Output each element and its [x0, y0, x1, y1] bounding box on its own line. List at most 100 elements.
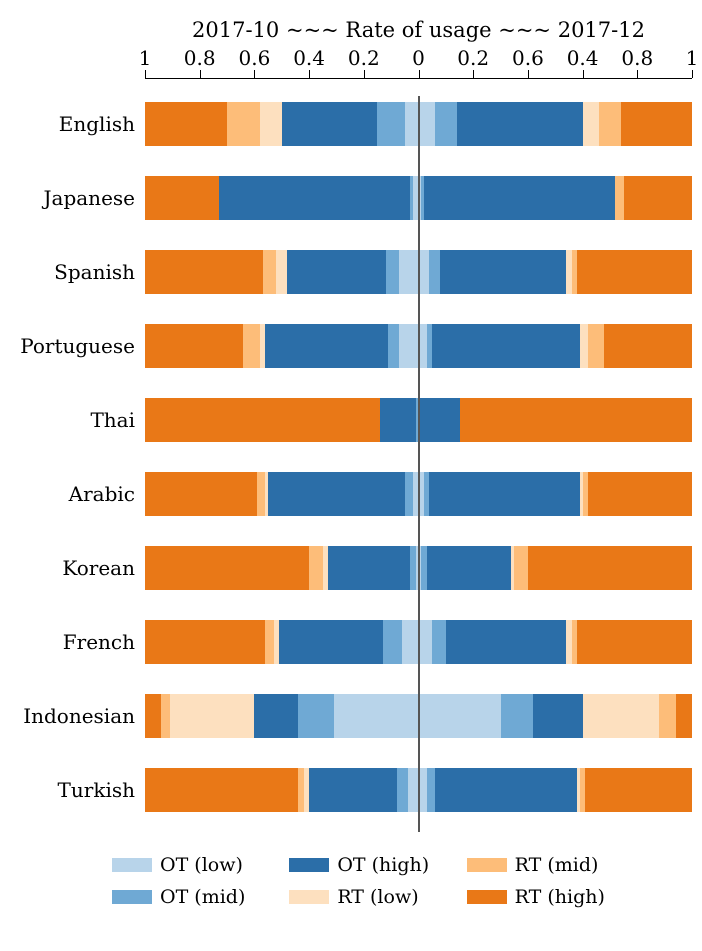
bar-segment	[427, 546, 512, 590]
category-label: Arabic	[69, 482, 135, 506]
bar-segment	[419, 398, 460, 442]
category-label: Thai	[90, 408, 135, 432]
bar-segment	[145, 324, 243, 368]
bar-segment	[588, 472, 692, 516]
bar-segment	[615, 176, 623, 220]
bar-segment	[419, 620, 433, 664]
x-axis-tick	[528, 70, 529, 78]
legend-label: OT (low)	[160, 854, 243, 876]
zero-line	[418, 96, 420, 832]
x-axis-tick	[145, 70, 146, 78]
bar-segment	[145, 620, 265, 664]
bar-segment	[257, 472, 265, 516]
bar-segment	[219, 176, 410, 220]
bar-segment	[323, 546, 328, 590]
x-axis-tick-label: 0.8	[184, 46, 216, 70]
bar-segment	[419, 768, 427, 812]
bar-segment	[624, 176, 692, 220]
bar-segment	[243, 324, 259, 368]
bar-segment	[309, 768, 397, 812]
bar-segment	[276, 250, 287, 294]
bar-segment	[265, 324, 388, 368]
bar-segment	[328, 546, 410, 590]
bar-segment	[429, 250, 440, 294]
bar-segment	[533, 694, 582, 738]
bar-segment	[583, 694, 660, 738]
bar-segment	[383, 620, 402, 664]
x-axis-tick	[473, 70, 474, 78]
bar-segment	[298, 768, 303, 812]
category-label: Korean	[62, 556, 135, 580]
bar-segment	[265, 620, 273, 664]
x-axis-tick	[364, 70, 365, 78]
usage-rate-chart: 2017-10 ~~~ Rate of usage ~~~ 2017-12 10…	[0, 0, 702, 951]
x-axis-tick-label: 1	[686, 46, 699, 70]
legend-label: OT (high)	[337, 854, 429, 876]
bar-segment	[457, 102, 583, 146]
bar-segment	[274, 620, 279, 664]
bar-segment	[419, 324, 427, 368]
bar-segment	[435, 768, 577, 812]
bar-segment	[432, 620, 446, 664]
bar-segment	[588, 324, 604, 368]
x-axis-tick	[200, 70, 201, 78]
x-axis-tick	[692, 70, 693, 78]
legend-item: RT (low)	[289, 886, 444, 908]
x-axis-line	[145, 78, 692, 79]
bar-segment	[577, 620, 692, 664]
category-label: Portuguese	[20, 334, 135, 358]
legend-swatch	[467, 890, 507, 904]
legend-item: RT (mid)	[467, 854, 622, 876]
bar-segment	[399, 324, 418, 368]
bar-segment	[304, 768, 309, 812]
legend-swatch	[289, 890, 329, 904]
x-axis-tick-label: 0.4	[567, 46, 599, 70]
bar-segment	[501, 694, 534, 738]
bar-segment	[263, 250, 277, 294]
legend-label: RT (high)	[515, 886, 605, 908]
bar-segment	[145, 768, 298, 812]
bar-segment	[583, 102, 599, 146]
bar-segment	[161, 694, 169, 738]
bar-segment	[265, 472, 268, 516]
bar-segment	[405, 102, 419, 146]
bar-segment	[145, 694, 161, 738]
x-axis-tick-label: 0.4	[293, 46, 325, 70]
bar-segment	[260, 102, 282, 146]
x-axis-tick-label: 0.6	[512, 46, 544, 70]
bar-segment	[260, 324, 265, 368]
bar-segment	[405, 472, 413, 516]
legend-swatch	[112, 890, 152, 904]
bar-segment	[386, 250, 400, 294]
bar-segment	[424, 176, 615, 220]
bar-segment	[659, 694, 675, 738]
bar-segment	[170, 694, 255, 738]
bar-segment	[676, 694, 692, 738]
x-axis-tick-label: 0.2	[348, 46, 380, 70]
x-axis-tick	[419, 70, 420, 78]
x-axis-tick	[583, 70, 584, 78]
bar-segment	[145, 250, 263, 294]
legend-item: OT (high)	[289, 854, 444, 876]
bar-segment	[309, 546, 323, 590]
category-label: French	[63, 630, 135, 654]
bar-segment	[599, 102, 621, 146]
bar-segment	[604, 324, 692, 368]
bar-segment	[377, 102, 404, 146]
bar-segment	[580, 324, 588, 368]
bar-segment	[432, 324, 580, 368]
category-label: Indonesian	[23, 704, 135, 728]
x-axis-tick-label: 0.6	[238, 46, 270, 70]
bar-segment	[227, 102, 260, 146]
bar-segment	[419, 250, 430, 294]
bar-segment	[446, 620, 566, 664]
bar-segment	[298, 694, 334, 738]
legend-swatch	[112, 858, 152, 872]
legend-swatch	[467, 858, 507, 872]
bar-segment	[397, 768, 408, 812]
bar-segment	[388, 324, 399, 368]
bar-segment	[460, 398, 692, 442]
bar-segment	[419, 694, 501, 738]
bar-segment	[514, 546, 528, 590]
bar-segment	[621, 102, 692, 146]
